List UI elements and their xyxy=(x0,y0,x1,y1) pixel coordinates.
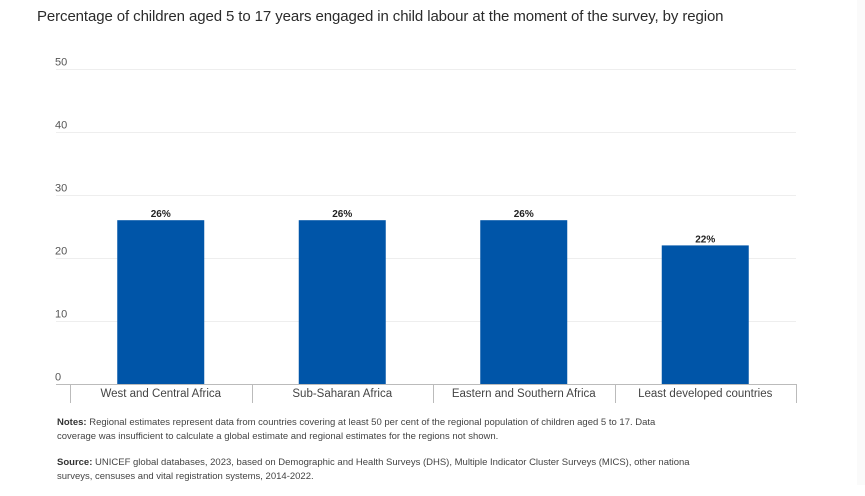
y-tick-label: 50 xyxy=(55,57,67,69)
notes-line-1: Regional estimates represent data from c… xyxy=(86,417,656,428)
notes-line-2: coverage was insufficient to calculate a… xyxy=(57,431,499,442)
bar[interactable] xyxy=(661,245,749,384)
x-tick-label: West and Central Africa xyxy=(100,388,221,400)
notes-label: Notes: xyxy=(57,417,87,428)
data-label: 26% xyxy=(151,209,171,220)
bar[interactable] xyxy=(117,220,205,384)
chart-title: Percentage of children aged 5 to 17 year… xyxy=(37,8,724,25)
data-label: 26% xyxy=(514,209,534,220)
y-tick-label: 0 xyxy=(55,372,61,384)
y-tick-label: 30 xyxy=(55,183,67,195)
y-tick-label: 20 xyxy=(55,246,67,258)
data-label: 26% xyxy=(332,209,352,220)
data-label: 22% xyxy=(695,234,715,245)
source-paragraph: Source: UNICEF global databases, 2023, b… xyxy=(57,456,857,484)
y-tick-label: 10 xyxy=(55,309,67,321)
chart-notes: Notes: Regional estimates represent data… xyxy=(57,416,857,496)
x-tick-label: Sub-Saharan Africa xyxy=(292,388,392,400)
right-edge-shade xyxy=(857,0,865,485)
x-axis-ticks: West and Central Africa Sub-Saharan Afric… xyxy=(100,388,772,400)
bars xyxy=(117,220,749,384)
data-labels: 26% 26% 26% 22% xyxy=(151,209,716,245)
y-tick-label: 40 xyxy=(55,120,67,132)
bar[interactable] xyxy=(298,220,386,384)
source-line-2: surveys, censuses and vital registration… xyxy=(57,471,314,482)
x-tick-label: Eastern and Southern Africa xyxy=(452,388,596,400)
notes-paragraph: Notes: Regional estimates represent data… xyxy=(57,416,857,444)
bar[interactable] xyxy=(480,220,568,384)
x-axis xyxy=(56,384,797,403)
bar-chart: 0 10 20 30 40 50 26% 26% 26% 22% West and Centra… xyxy=(55,57,797,403)
source-label: Source: xyxy=(57,457,93,468)
source-line-1: UNICEF global databases, 2023, based on … xyxy=(92,457,690,468)
x-tick-label: Least developed countries xyxy=(638,388,773,400)
y-axis-ticks: 0 10 20 30 40 50 xyxy=(55,57,67,384)
